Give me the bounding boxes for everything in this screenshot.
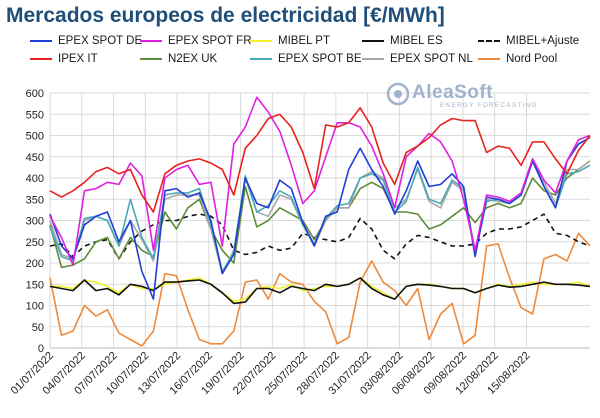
legend-label: IPEX IT [58,53,98,65]
legend-label: MIBEL PT [278,35,330,47]
series-line [49,160,591,269]
aleasoft-watermark: AleaSoft ENERGY FORECASTING [386,82,538,109]
y-tick-label: 150 [26,279,44,291]
series-line [49,213,591,260]
legend-swatch [362,58,384,60]
series-lines [49,96,591,347]
legend-label: N2EX UK [168,53,218,65]
legend-label: Nord Pool [506,53,558,65]
series-line [49,136,591,300]
y-tick-label: 400 [26,173,44,185]
legend-item: EPEX SPOT FR [140,33,252,49]
legend-swatch [362,40,384,42]
legend-swatch [478,58,500,60]
legend-swatch [250,58,272,60]
chart-title: Mercados europeos de electricidad [€/MWh… [6,4,445,27]
y-tick-label: 600 [26,88,44,100]
y-tick-label: 350 [26,194,44,206]
series-line [49,232,591,347]
y-tick-label: 0 [38,343,44,355]
watermark-subtitle: ENERGY FORECASTING [440,102,538,109]
y-tick-label: 500 [26,131,44,143]
watermark-name: AleaSoft [412,82,494,103]
legend-item: MIBEL ES [362,33,443,49]
y-tick-label: 50 [32,322,44,334]
legend-item: N2EX UK [140,51,217,67]
series-line [50,277,591,303]
legend-swatch [30,58,52,60]
aleasoft-logo-icon [386,82,410,106]
legend-item: MIBEL+Ajuste [478,33,579,49]
y-tick-label: 100 [26,301,44,313]
y-tick-label: 250 [26,237,44,249]
y-axis: 0 50 100 150 200 250 300 350 400 450 500 550 600 [26,88,44,355]
series-line [49,96,591,266]
legend-swatch [478,40,500,42]
legend-label: MIBEL+Ajuste [506,35,580,47]
y-tick-label: 300 [26,216,44,228]
legend-swatch [250,40,272,42]
legend-swatch [30,40,52,42]
legend-item: IPEX IT [30,51,98,67]
legend-item: Nord Pool [478,51,557,67]
legend-item: EPEX SPOT BE [250,51,362,67]
legend-swatch [140,58,162,60]
y-tick-label: 550 [26,109,44,121]
legend-label: MIBEL ES [390,35,443,47]
series-line [49,277,591,305]
legend-label: EPEX SPOT BE [278,53,362,65]
legend-label: EPEX SPOT NL [390,53,473,65]
legend-item: EPEX SPOT DE [30,33,142,49]
legend-label: EPEX SPOT DE [58,35,143,47]
series-line [49,107,591,213]
legend-item: MIBEL PT [250,33,330,49]
x-axis: 01/07/202204/07/202207/07/202210/07/2022… [9,347,590,397]
legend-label: EPEX SPOT FR [168,35,252,47]
y-tick-label: 200 [26,258,44,270]
legend-swatch [140,40,162,42]
legend-item: EPEX SPOT NL [362,51,473,67]
y-tick-label: 450 [26,152,44,164]
